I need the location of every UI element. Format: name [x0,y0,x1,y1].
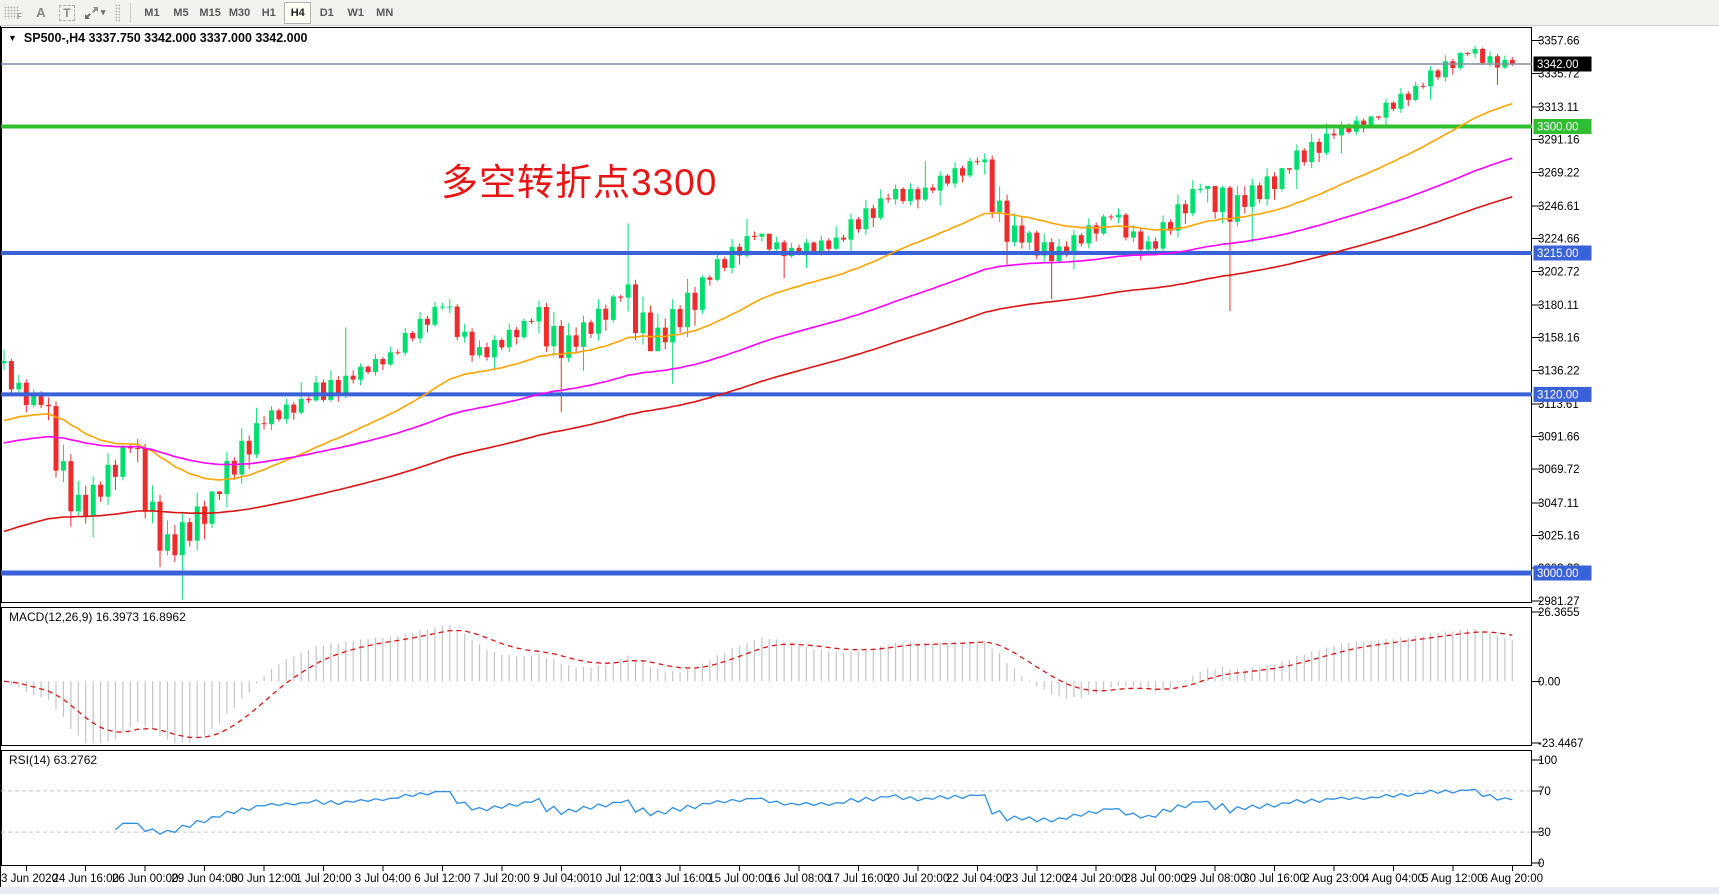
timeframe-h4-button[interactable]: H4 [284,1,312,24]
text-label-icon[interactable]: T [55,2,79,24]
svg-text:30: 30 [1538,827,1551,839]
draw-tools-icon[interactable]: ▾ [81,2,109,24]
grid-f-icon[interactable]: F [1,2,27,24]
svg-text:3246.61: 3246.61 [1538,201,1580,213]
dropdown-caret-icon: ▾ [100,7,106,17]
timeframe-m1-button[interactable]: M1 [138,2,165,24]
svg-text:30 Jun 12:00: 30 Jun 12:00 [231,873,298,885]
svg-text:10 Jul 12:00: 10 Jul 12:00 [589,873,652,885]
symbol-dropdown-icon[interactable]: ▼ [8,33,17,43]
svg-text:100: 100 [1538,755,1557,767]
svg-text:24 Jun 16:00: 24 Jun 16:00 [52,873,119,885]
svg-text:22 Jul 04:00: 22 Jul 04:00 [946,873,1009,885]
svg-text:3120.00: 3120.00 [1537,389,1579,401]
svg-text:29 Jun 04:00: 29 Jun 04:00 [171,873,238,885]
svg-text:20 Jul 20:00: 20 Jul 20:00 [887,873,950,885]
svg-text:3000.00: 3000.00 [1537,568,1579,580]
svg-text:29 Jul 08:00: 29 Jul 08:00 [1184,873,1247,885]
svg-text:70: 70 [1538,786,1551,798]
svg-text:30 Jul 16:00: 30 Jul 16:00 [1243,873,1306,885]
timeframe-m30-button[interactable]: M30 [226,2,253,24]
svg-text:3357.66: 3357.66 [1538,36,1580,48]
svg-text:23 Jun 2020: 23 Jun 2020 [0,873,58,885]
svg-text:3 Jul 04:00: 3 Jul 04:00 [355,873,411,885]
svg-text:3269.22: 3269.22 [1538,167,1580,179]
svg-text:3136.22: 3136.22 [1538,365,1580,377]
rsi-indicator-label: RSI(14) 63.2762 [9,753,98,767]
svg-text:9 Jul 04:00: 9 Jul 04:00 [533,873,589,885]
grid-icon [4,6,19,19]
timeframe-d1-button[interactable]: D1 [313,2,340,24]
timeframe-w1-button[interactable]: W1 [342,2,369,24]
svg-text:0.00: 0.00 [1538,676,1560,688]
timeframe-h1-button[interactable]: H1 [255,2,282,24]
svg-text:3091.66: 3091.66 [1538,432,1580,444]
svg-text:6 Jul 12:00: 6 Jul 12:00 [414,873,470,885]
svg-text:0: 0 [1538,858,1544,870]
svg-text:3342.00: 3342.00 [1537,59,1579,71]
svg-text:3224.66: 3224.66 [1538,234,1580,246]
svg-text:3180.11: 3180.11 [1538,300,1579,312]
svg-text:24 Jul 20:00: 24 Jul 20:00 [1065,873,1128,885]
toolbar-divider [130,2,132,23]
svg-text:28 Jul 00:00: 28 Jul 00:00 [1124,873,1187,885]
svg-text:5 Aug 12:00: 5 Aug 12:00 [1422,873,1483,885]
diagonal-arrows-icon [84,6,98,19]
svg-text:15 Jul 00:00: 15 Jul 00:00 [708,873,771,885]
svg-text:6 Aug 20:00: 6 Aug 20:00 [1482,873,1543,885]
timeframe-m5-button[interactable]: M5 [167,2,194,24]
svg-text:1 Jul 20:00: 1 Jul 20:00 [295,873,351,885]
svg-text:3069.72: 3069.72 [1538,464,1580,476]
svg-text:16 Jul 08:00: 16 Jul 08:00 [768,873,831,885]
svg-text:-23.4467: -23.4467 [1538,738,1583,750]
toolbar: F A T ▾ M1 M5 M15 M30 H1 H4 D1 W1 MN [0,0,1719,26]
svg-text:23 Jul 12:00: 23 Jul 12:00 [1005,873,1068,885]
svg-text:3300.00: 3300.00 [1537,122,1579,134]
svg-text:3158.16: 3158.16 [1538,333,1580,345]
svg-text:17 Jul 16:00: 17 Jul 16:00 [827,873,890,885]
svg-text:2 Aug 23:00: 2 Aug 23:00 [1303,873,1364,885]
macd-indicator-label: MACD(12,26,9) 16.3973 16.8962 [9,610,186,624]
timeframe-mn-button[interactable]: MN [371,2,398,24]
svg-text:3215.00: 3215.00 [1537,248,1579,260]
chart-text-annotation[interactable]: 多空转折点3300 [441,162,718,203]
toolbar-separator [115,3,121,22]
svg-text:7 Jul 20:00: 7 Jul 20:00 [474,873,530,885]
chart-ohlc-title: ▼ SP500-,H4 3337.750 3342.000 3337.000 3… [8,31,308,45]
timeframe-m15-button[interactable]: M15 [196,2,223,24]
svg-text:2981.27: 2981.27 [1538,596,1580,608]
font-a-icon[interactable]: A [29,2,53,24]
svg-text:3025.16: 3025.16 [1538,531,1580,543]
symbol-ohlc-text: SP500-,H4 3337.750 3342.000 3337.000 334… [23,31,308,45]
svg-text:26.3655: 26.3655 [1538,607,1580,619]
svg-text:3202.72: 3202.72 [1538,266,1580,278]
svg-text:3047.11: 3047.11 [1538,498,1579,510]
svg-text:26 Jun 00:00: 26 Jun 00:00 [112,873,179,885]
svg-text:3291.16: 3291.16 [1538,135,1580,147]
svg-text:4 Aug 04:00: 4 Aug 04:00 [1363,873,1424,885]
svg-text:3313.11: 3313.11 [1538,102,1579,114]
svg-text:13 Jul 16:00: 13 Jul 16:00 [649,873,712,885]
